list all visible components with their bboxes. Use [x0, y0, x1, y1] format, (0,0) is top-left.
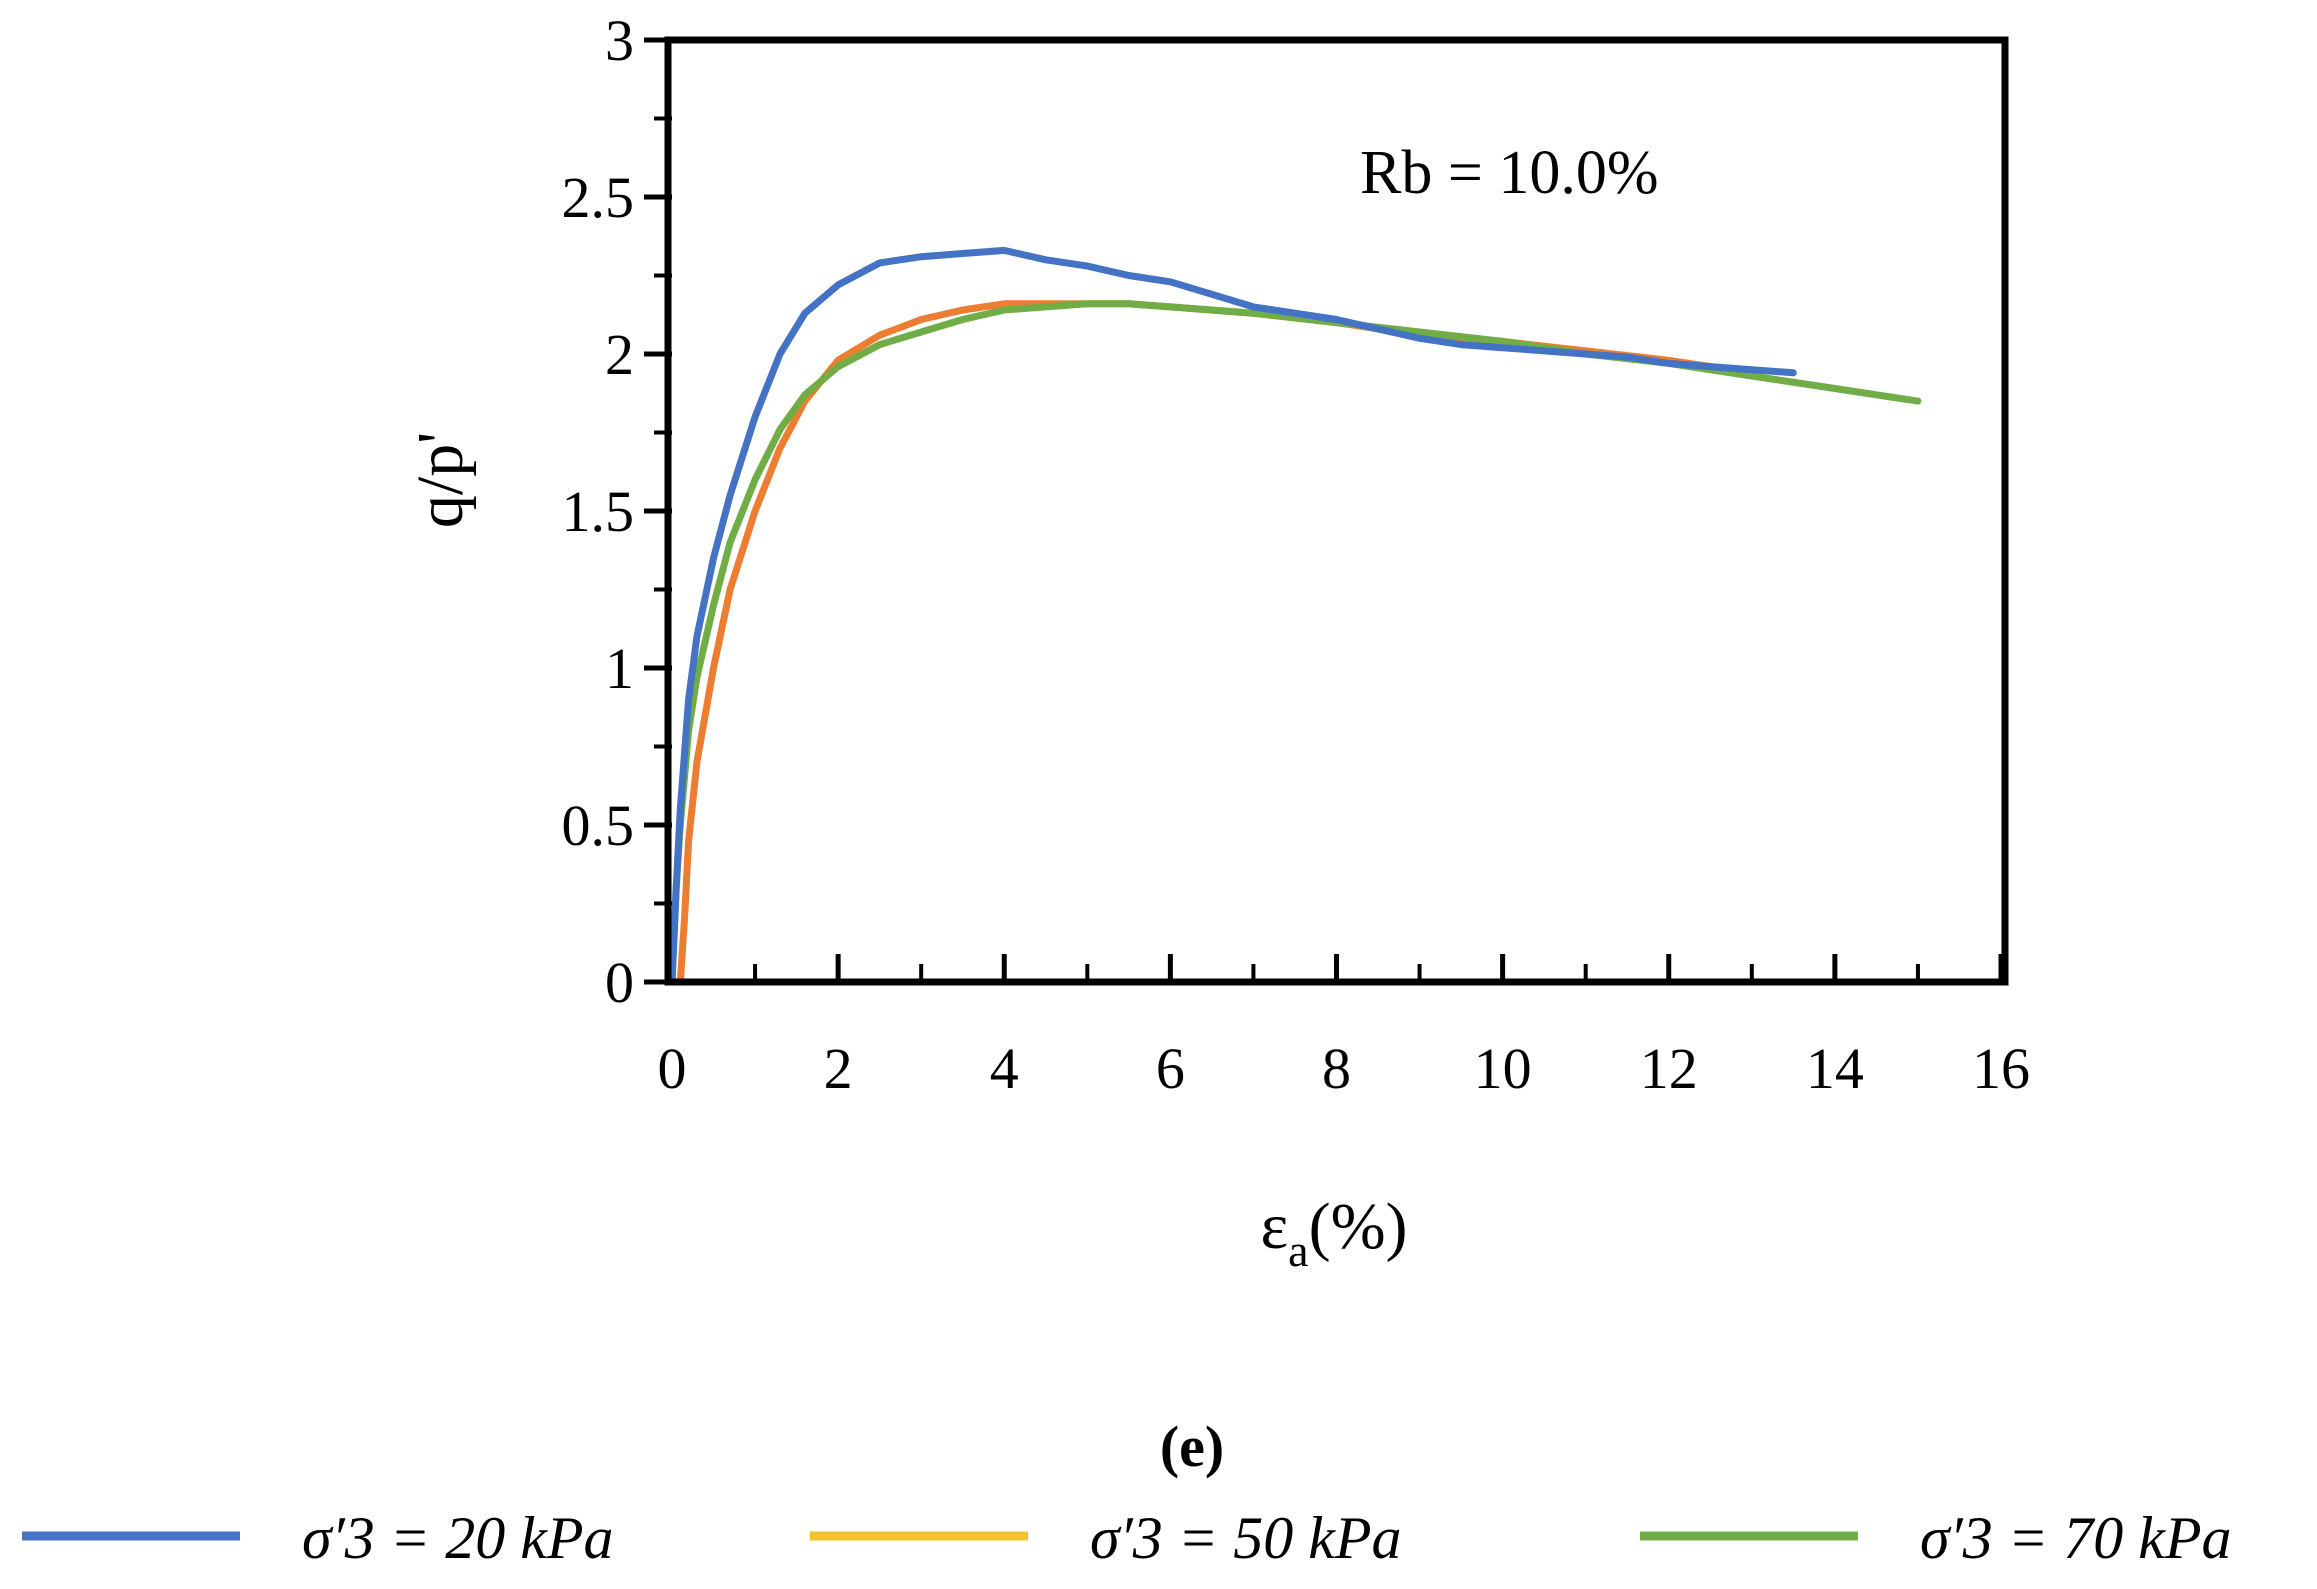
y-tick-label: 2.5 [562, 165, 635, 230]
y-tick-label: 2 [605, 322, 634, 387]
series-line-2 [676, 300, 1756, 986]
x-tick-label: 10 [1474, 1036, 1532, 1101]
legend-label-1: σ′3 = 20 kPa [302, 1505, 613, 1571]
x-tick-label: 2 [824, 1036, 853, 1101]
x-tick-label: 4 [990, 1036, 1019, 1101]
x-axis-title-main: ε [1260, 1190, 1288, 1263]
legend-label-3: σ′3 = 70 kPa [1920, 1505, 2231, 1571]
x-tick-label: 6 [1156, 1036, 1185, 1101]
y-axis-title: q/p' [404, 432, 477, 528]
plot-frame [664, 36, 2009, 986]
legend: σ′3 = 20 kPa σ′3 = 50 kPa σ′3 = 70 kPa [22, 1505, 2231, 1571]
series-line-3 [668, 300, 1922, 986]
legend-label-2: σ′3 = 50 kPa [1090, 1505, 1401, 1571]
y-tick-label: 1 [605, 636, 634, 701]
x-tick-label: 16 [1972, 1036, 2030, 1101]
y-tick-label: 0 [605, 950, 634, 1015]
series-layer [668, 246, 1922, 986]
x-tick-label: 12 [1640, 1036, 1698, 1101]
panel-label: (e) [1160, 1414, 1224, 1479]
series-line-1 [668, 246, 1797, 986]
x-axis-ticks: 0 2 4 6 8 10 12 14 16 [658, 954, 2030, 1101]
y-axis-ticks: 0 0.5 1 1.5 2 2.5 3 [562, 8, 672, 1015]
y-tick-label: 1.5 [562, 479, 635, 544]
x-tick-label: 0 [658, 1036, 687, 1101]
x-tick-label: 8 [1322, 1036, 1351, 1101]
y-tick-label: 3 [605, 8, 634, 73]
rb-annotation: Rb = 10.0% [1360, 139, 1658, 207]
x-tick-label: 14 [1806, 1036, 1864, 1101]
x-axis-title: εa(%) [1260, 1190, 1407, 1276]
x-axis-title-sub: a [1288, 1225, 1308, 1276]
x-axis-title-rest: (%) [1309, 1190, 1408, 1263]
y-tick-label: 0.5 [562, 793, 635, 858]
